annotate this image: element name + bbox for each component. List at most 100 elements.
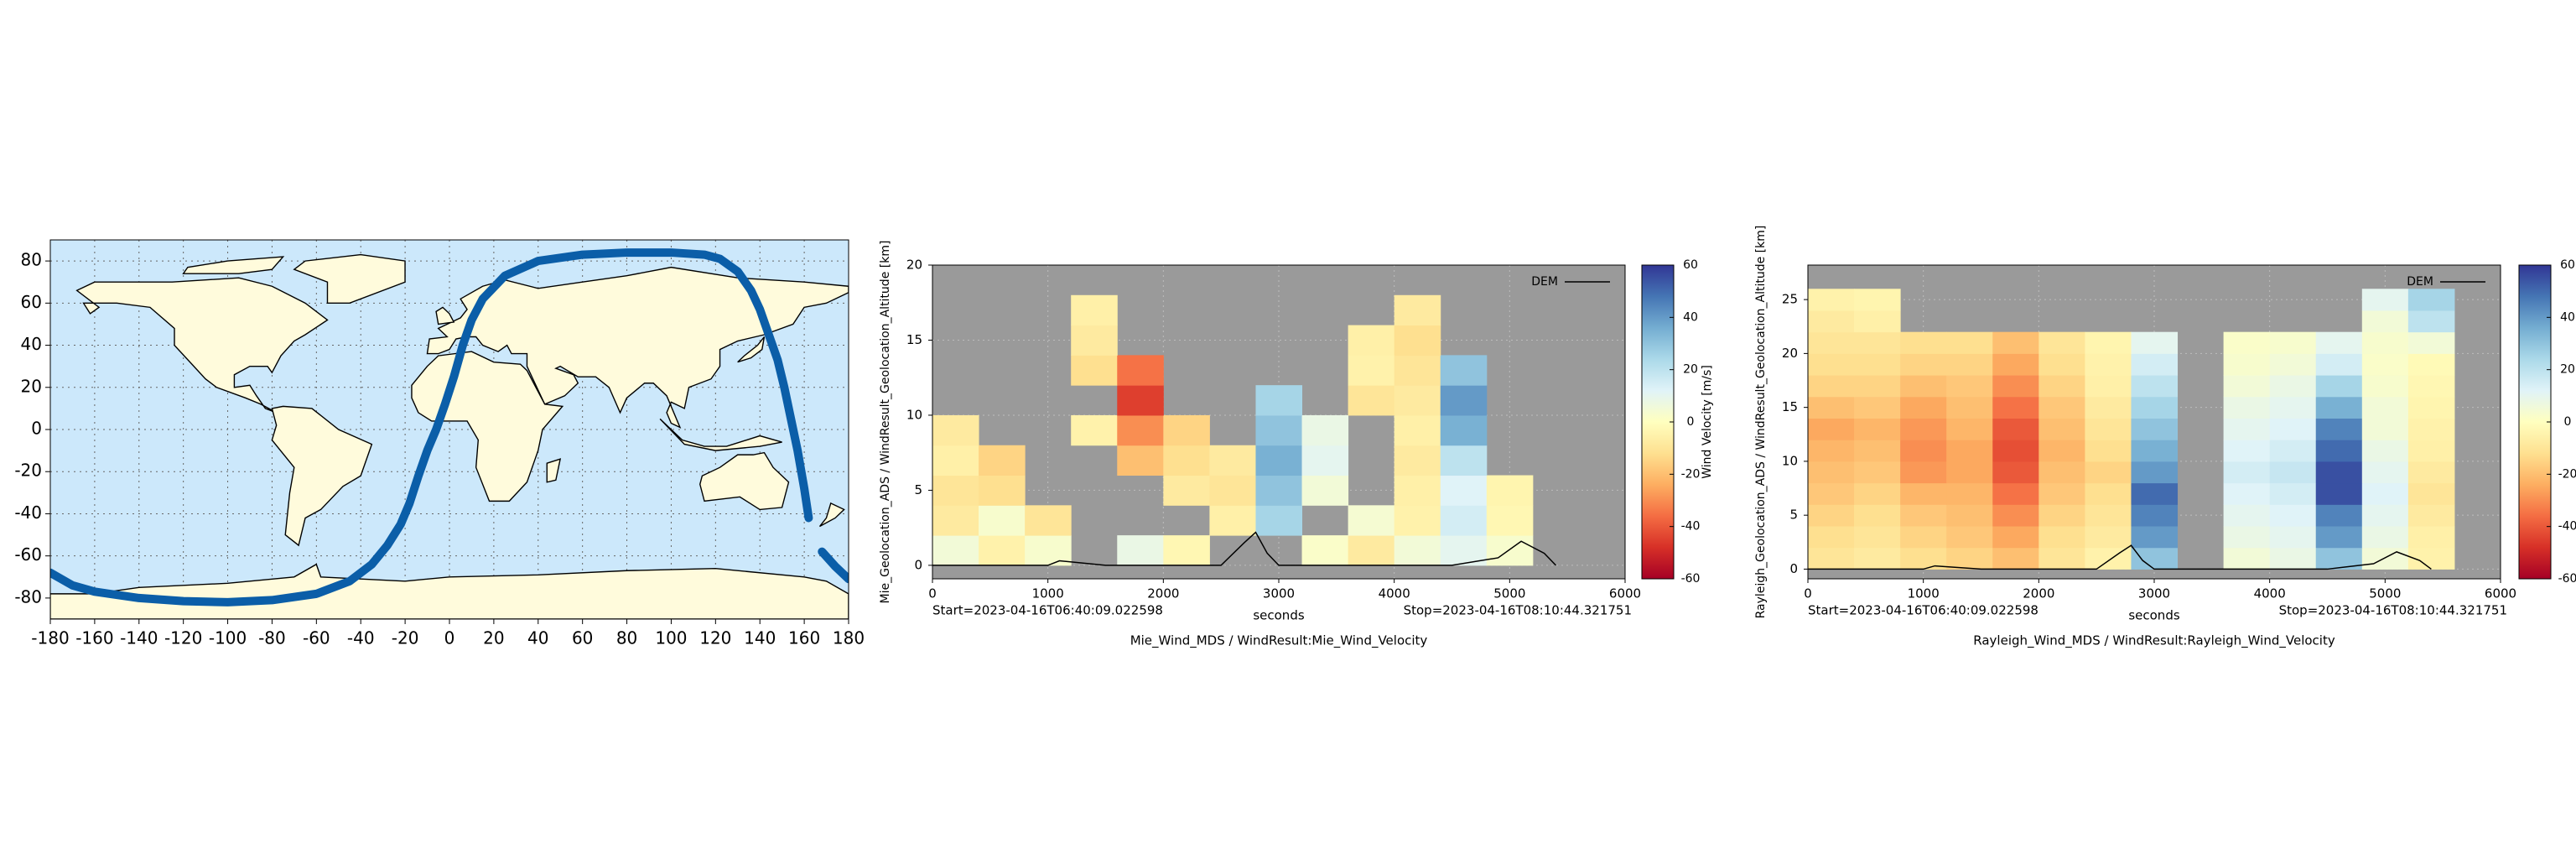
heatmap-cell bbox=[1900, 375, 1947, 398]
heatmap-cell bbox=[2085, 440, 2132, 462]
heatmap-cell bbox=[2038, 482, 2085, 505]
heatmap-cell bbox=[2131, 353, 2179, 376]
heatmap-cell bbox=[2315, 331, 2363, 354]
heatmap-cell bbox=[1394, 355, 1441, 386]
heatmap-cell bbox=[2361, 418, 2409, 440]
heatmap-cell bbox=[2085, 504, 2132, 527]
heatmap-cell bbox=[1209, 505, 1256, 536]
heatmap-cell bbox=[2038, 331, 2085, 354]
heatmap-cell bbox=[2223, 418, 2271, 440]
heatmap-cell bbox=[2407, 418, 2455, 440]
heatmap-cell bbox=[2315, 375, 2363, 398]
heatmap-cell bbox=[1025, 505, 1072, 536]
heatmap-cell bbox=[1394, 505, 1441, 536]
new-zealand bbox=[820, 503, 844, 527]
heatmap-cell bbox=[2315, 461, 2363, 484]
heatmap-cell bbox=[979, 475, 1026, 506]
heatmap-cell bbox=[1946, 375, 1993, 398]
heatmap-cell bbox=[1992, 440, 2039, 462]
x-tick-label: 100 bbox=[655, 628, 687, 648]
heatmap-cell bbox=[1992, 461, 2039, 484]
colorbar-tick-label: -60 bbox=[1681, 572, 1701, 586]
heatmap-cell bbox=[1348, 535, 1395, 566]
x-tick-label: -80 bbox=[258, 628, 286, 648]
heatmap-cell bbox=[2315, 418, 2363, 440]
colorbar-tick-label: 20 bbox=[2560, 363, 2575, 377]
heatmap-cell bbox=[1854, 547, 1901, 570]
stop-annotation: Stop=2023-04-16T08:10:44.321751 bbox=[1404, 603, 1632, 618]
x-tick-label: -160 bbox=[75, 628, 113, 648]
x-tick-label: 3000 bbox=[1263, 586, 1295, 601]
heatmap-cell bbox=[2361, 353, 2409, 376]
heatmap-cell bbox=[1486, 505, 1534, 536]
heatmap-cell bbox=[1946, 440, 1993, 462]
x-tick-label: 160 bbox=[788, 628, 820, 648]
indonesia bbox=[660, 419, 782, 450]
south-america bbox=[272, 406, 371, 545]
heatmap-cell bbox=[2085, 461, 2132, 484]
colorbar-tick-label: -40 bbox=[1681, 520, 1701, 534]
heatmap-cell bbox=[1808, 440, 1855, 462]
heatmap-cell bbox=[1209, 475, 1256, 506]
heatmap-cell bbox=[1348, 325, 1395, 356]
heatmap-cell bbox=[1854, 504, 1901, 527]
y-tick-label: 5 bbox=[1789, 508, 1798, 523]
heatmap-cell bbox=[1992, 331, 2039, 354]
heatmap-cell bbox=[1900, 482, 1947, 505]
map-clip bbox=[50, 248, 849, 619]
heatmap-cell bbox=[2361, 504, 2409, 527]
colorbar-tick-label: 40 bbox=[2560, 310, 2575, 324]
plot-title: Mie_Wind_MDS / WindResult:Mie_Wind_Veloc… bbox=[1130, 633, 1428, 649]
heatmap-cell bbox=[1117, 445, 1164, 476]
heatmap-cell bbox=[2085, 396, 2132, 419]
x-tick-label: -180 bbox=[31, 628, 69, 648]
x-tick-label: 0 bbox=[1804, 586, 1812, 601]
heatmap-cell bbox=[2269, 504, 2317, 527]
heatmap-cell bbox=[2085, 375, 2132, 398]
heatmap-cell bbox=[1117, 355, 1164, 386]
heatmap-cell bbox=[1255, 475, 1303, 506]
heatmap-cell bbox=[1854, 440, 1901, 462]
colorbar-tick-label: 60 bbox=[1683, 258, 1698, 272]
x-tick-label: -60 bbox=[303, 628, 330, 648]
x-tick-label: 0 bbox=[928, 586, 937, 601]
y-tick-label: 15 bbox=[906, 332, 922, 347]
heatmap-cell bbox=[1808, 375, 1855, 398]
heatmap-cell bbox=[2131, 331, 2179, 354]
x-tick-label: 80 bbox=[616, 628, 637, 648]
heatmap-cell bbox=[2131, 526, 2179, 549]
heatmap-cell bbox=[1394, 414, 1441, 446]
x-tick-label: -20 bbox=[392, 628, 419, 648]
colorbar-tick-label: 60 bbox=[2560, 258, 2575, 272]
heatmap-cell bbox=[932, 475, 979, 506]
heatmap-cell bbox=[2361, 440, 2409, 462]
heatmap-cell bbox=[1992, 418, 2039, 440]
heatmap-cell bbox=[1808, 396, 1855, 419]
heatmap-cell bbox=[1071, 294, 1118, 326]
heatmap-cell bbox=[2038, 353, 2085, 376]
heatmap-cell bbox=[1808, 310, 1855, 333]
y-tick-label: 15 bbox=[1782, 399, 1798, 414]
heatmap-cell bbox=[2361, 526, 2409, 549]
x-tick-label: 6000 bbox=[2485, 586, 2516, 601]
heatmap-cell bbox=[2407, 504, 2455, 527]
x-tick-label: -40 bbox=[347, 628, 375, 648]
heatmap-cell bbox=[1854, 375, 1901, 398]
heatmap-cell bbox=[2407, 526, 2455, 549]
heatmap-cell bbox=[2131, 375, 2179, 398]
heatmap-cell bbox=[1808, 418, 1855, 440]
heatmap-cell bbox=[1854, 396, 1901, 419]
x-tick-label: 3000 bbox=[2138, 586, 2170, 601]
heatmap-cell bbox=[2407, 396, 2455, 419]
heatmap-cell bbox=[2223, 504, 2271, 527]
heatmap-cell bbox=[1808, 353, 1855, 376]
heatmap-cell bbox=[2085, 526, 2132, 549]
north-america bbox=[77, 278, 328, 413]
y-tick-label: 10 bbox=[1782, 453, 1798, 468]
heatmap-cell bbox=[2223, 331, 2271, 354]
start-annotation: Start=2023-04-16T06:40:09.022598 bbox=[1808, 603, 2038, 618]
heatmap-cell bbox=[2269, 526, 2317, 549]
heatmap-cell bbox=[1440, 475, 1488, 506]
heatmap-cell bbox=[1854, 353, 1901, 376]
heatmap-cell bbox=[2269, 353, 2317, 376]
